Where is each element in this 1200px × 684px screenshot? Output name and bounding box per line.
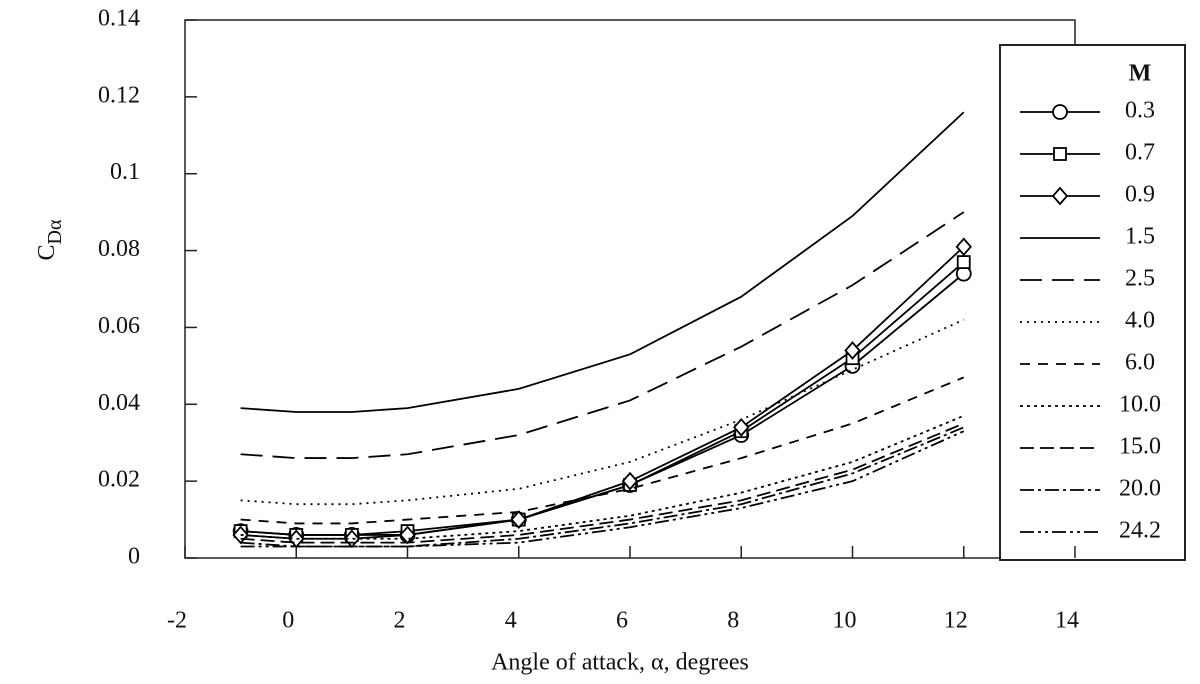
legend-label: 24.2 bbox=[1119, 518, 1161, 544]
x-tick-label: 10 bbox=[833, 608, 857, 634]
x-tick-label: 14 bbox=[1055, 608, 1079, 634]
legend-box bbox=[999, 44, 1186, 561]
x-tick-label: 4 bbox=[505, 608, 517, 634]
x-tick-label: 0 bbox=[282, 608, 294, 634]
legend-label: 2.5 bbox=[1125, 266, 1155, 292]
legend-label: 6.0 bbox=[1125, 350, 1155, 376]
y-tick-label: 0.12 bbox=[98, 82, 140, 108]
legend-label: 15.0 bbox=[1119, 434, 1161, 460]
x-tick-label: 2 bbox=[394, 608, 406, 634]
series-line bbox=[240, 376, 965, 525]
x-axis-label: Angle of attack, α, degrees bbox=[491, 650, 749, 676]
legend-label: 10.0 bbox=[1119, 392, 1161, 418]
y-axis-label: CDα bbox=[34, 219, 66, 260]
y-tick-label: 0.04 bbox=[98, 390, 140, 416]
legend-title: M bbox=[1129, 61, 1152, 87]
marker bbox=[733, 417, 750, 437]
y-axis-label-main: C bbox=[34, 244, 60, 260]
legend-label: 0.9 bbox=[1125, 182, 1155, 208]
legend-label: 0.7 bbox=[1125, 140, 1155, 166]
legend-label: 20.0 bbox=[1119, 476, 1161, 502]
marker bbox=[956, 255, 971, 270]
marker bbox=[1052, 104, 1068, 120]
marker bbox=[510, 510, 527, 529]
x-tick-label: 8 bbox=[727, 608, 739, 634]
y-tick-label: 0.08 bbox=[98, 236, 140, 262]
y-tick-label: 0 bbox=[128, 544, 140, 570]
y-tick-label: 0.02 bbox=[98, 467, 140, 493]
x-tick-label: -2 bbox=[167, 608, 187, 634]
marker bbox=[621, 471, 639, 491]
series-line bbox=[240, 422, 965, 544]
marker bbox=[955, 237, 972, 257]
marker bbox=[1053, 147, 1067, 161]
y-tick-label: 0.14 bbox=[98, 6, 140, 32]
series-line bbox=[240, 414, 965, 540]
y-tick-label: 0.06 bbox=[98, 313, 140, 339]
legend-label: 1.5 bbox=[1125, 224, 1155, 250]
series-line bbox=[240, 430, 965, 548]
series-line bbox=[240, 272, 965, 536]
y-axis-label-sub: Dα bbox=[44, 219, 66, 244]
x-tick-label: 6 bbox=[616, 608, 628, 634]
series-line bbox=[240, 211, 965, 459]
series-line bbox=[240, 426, 965, 548]
legend-label: 0.3 bbox=[1125, 98, 1155, 124]
y-tick-label: 0.1 bbox=[110, 159, 140, 185]
marker bbox=[1051, 186, 1069, 206]
marker bbox=[844, 341, 861, 360]
series-line bbox=[240, 111, 965, 413]
legend-label: 4.0 bbox=[1125, 308, 1155, 334]
x-tick-label: 12 bbox=[944, 608, 968, 634]
